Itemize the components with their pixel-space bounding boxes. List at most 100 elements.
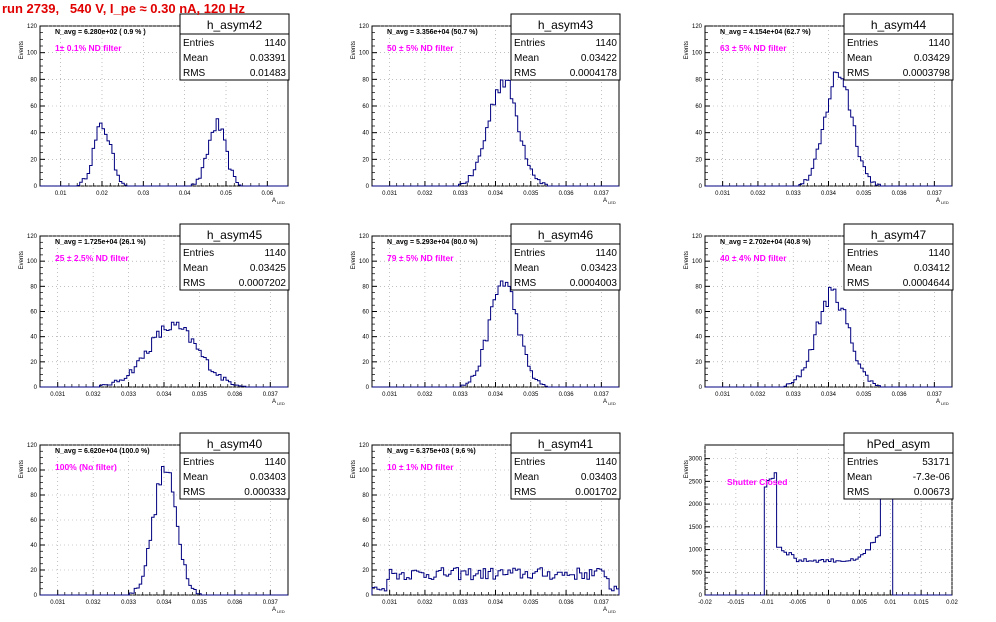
stats-box: h_asym46 Entries 1140 Mean 0.03423 RMS 0.00040… — [510, 223, 621, 291]
x-tick-label: 0.032 — [86, 392, 102, 398]
y-tick-label: 100 — [359, 51, 370, 57]
stats-box: h_asym44 Entries 1140 Mean 0.03429 RMS 0.00037… — [843, 13, 954, 81]
y-tick-label: 20 — [362, 568, 369, 574]
histogram-name: h_asym44 — [871, 18, 927, 32]
x-axis-title: A — [603, 399, 607, 405]
histogram-panel-h_asym45: 0.031 0.032 0.033 0.034 0.035 0.036 0.037 0 20 40… — [19, 223, 290, 406]
x-tick-label: 0 — [827, 600, 831, 606]
y-tick-label: 0 — [34, 385, 38, 391]
y-axis-title: Events — [351, 460, 357, 478]
x-tick-label: 0.037 — [927, 191, 943, 197]
x-tick-label: 0.033 — [453, 191, 469, 197]
x-tick-label: 0.037 — [263, 392, 279, 398]
histogram-line — [40, 466, 288, 596]
histogram-name: h_asym40 — [207, 437, 263, 451]
y-tick-label: 40 — [695, 131, 702, 137]
y-tick-label: 20 — [30, 568, 37, 574]
stats-value: 0.03412 — [914, 263, 951, 274]
stats-label: RMS — [514, 278, 537, 289]
y-tick-label: 100 — [692, 51, 703, 57]
stats-value: 1140 — [264, 248, 286, 259]
stats-values-box — [179, 33, 290, 81]
stats-box: h_asym43 Entries 1140 Mean 0.03422 RMS 0.00041… — [510, 13, 621, 81]
x-tick-label: 0.036 — [559, 191, 575, 197]
x-tick-label: -0.01 — [760, 600, 774, 606]
x-tick-label: 0.031 — [715, 191, 731, 197]
y-axis-title: Events — [684, 251, 690, 269]
x-tick-label: 0.015 — [914, 600, 930, 606]
y-tick-label: 100 — [27, 259, 38, 265]
x-axis-title-sub: LED — [608, 609, 616, 614]
stats-label: RMS — [183, 487, 206, 498]
navg-label: N_avg = 5.293e+04 (80.0 %) — [387, 239, 478, 246]
histogram-panel-h_asym41: 0.031 0.032 0.033 0.034 0.035 0.036 0.037 0 20 40… — [351, 432, 621, 614]
y-tick-label: 120 — [359, 443, 370, 449]
x-tick-label: 0.02 — [96, 191, 108, 197]
x-tick-label: 0.035 — [523, 600, 539, 606]
y-tick-label: 100 — [27, 468, 38, 474]
x-axis-title-sub: LED — [608, 401, 616, 406]
y-axis-title: Events — [19, 251, 25, 269]
y-tick-label: 0 — [34, 593, 38, 599]
x-tick-label: 0.032 — [417, 191, 433, 197]
histogram-line — [372, 79, 619, 187]
x-tick-label: 0.033 — [453, 600, 469, 606]
stats-value: 53171 — [922, 457, 950, 468]
y-tick-label: 500 — [692, 570, 703, 576]
stats-label: Entries — [847, 38, 878, 49]
y-tick-label: 40 — [362, 543, 369, 549]
stats-label: RMS — [847, 278, 870, 289]
y-tick-label: 120 — [27, 24, 38, 30]
x-tick-label: 0.035 — [856, 191, 872, 197]
y-tick-label: 60 — [362, 104, 369, 110]
histogram-name: h_asym41 — [538, 437, 594, 451]
histogram-panel-h_asym44: 0.031 0.032 0.033 0.034 0.035 0.036 0.037 0 20 40… — [684, 13, 954, 205]
stats-label: Mean — [183, 263, 208, 274]
x-tick-label: 0.01 — [884, 600, 896, 606]
x-tick-label: 0.036 — [559, 392, 575, 398]
y-tick-label: 80 — [695, 77, 702, 83]
x-tick-label: 0.035 — [192, 600, 208, 606]
x-tick-label: 0.036 — [227, 600, 243, 606]
y-tick-label: 80 — [695, 284, 702, 290]
stats-value: 0.03403 — [250, 472, 287, 483]
run-title: run 2739, 540 V, I_pe ≈ 0.30 nA, 120 Hz — [2, 1, 245, 16]
x-tick-label: 0.037 — [927, 392, 943, 398]
y-tick-label: 20 — [30, 157, 37, 163]
histogram-name: h_asym46 — [538, 228, 594, 242]
filter-label: 50 ± 5% ND filter — [387, 43, 454, 53]
stats-label: RMS — [514, 68, 537, 79]
stats-label: Mean — [847, 263, 872, 274]
stats-values-box — [843, 33, 954, 81]
x-tick-label: 0.036 — [559, 600, 575, 606]
x-tick-label: 0.035 — [523, 191, 539, 197]
y-tick-label: 80 — [362, 284, 369, 290]
y-tick-label: 100 — [27, 51, 38, 57]
stats-value: 0.0004003 — [570, 278, 618, 289]
x-tick-label: -0.005 — [789, 600, 807, 606]
y-tick-label: 2500 — [689, 479, 703, 485]
y-tick-label: 3000 — [689, 457, 703, 463]
y-tick-label: 20 — [695, 360, 702, 366]
stats-value: 1140 — [264, 457, 286, 468]
stats-box: h_asym45 Entries 1140 Mean 0.03425 RMS 0.00072… — [179, 223, 290, 291]
stats-label: Entries — [514, 38, 545, 49]
y-tick-label: 0 — [699, 593, 703, 599]
stats-value: 0.0004178 — [570, 68, 618, 79]
x-tick-label: 0.034 — [821, 191, 837, 197]
x-tick-label: 0.034 — [488, 392, 504, 398]
y-tick-label: 60 — [30, 104, 37, 110]
filter-label: 40 ± 4% ND filter — [720, 253, 787, 263]
navg-label: N_avg = 3.356e+04 (50.7 %) — [387, 29, 478, 36]
histogram-line — [371, 567, 620, 595]
stats-value: 1140 — [595, 457, 617, 468]
histogram-name: h_asym45 — [207, 228, 263, 242]
y-tick-label: 80 — [30, 493, 37, 499]
y-tick-label: 120 — [359, 24, 370, 30]
x-tick-label: 0.035 — [523, 392, 539, 398]
stats-label: Mean — [514, 53, 539, 64]
stats-box: h_asym41 Entries 1140 Mean 0.03403 RMS 0.00170… — [510, 432, 621, 500]
x-tick-label: 0.034 — [156, 600, 172, 606]
filter-label: 1± 0.1% ND filter — [55, 43, 122, 53]
